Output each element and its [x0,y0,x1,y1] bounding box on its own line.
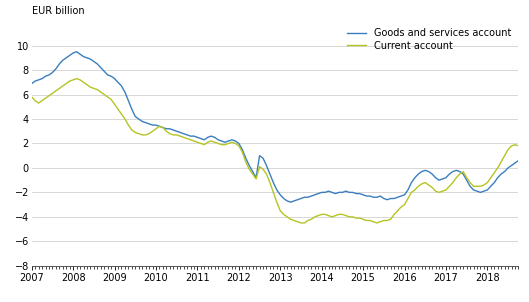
Goods and services account [184,133,190,137]
Goods and services account [29,82,35,85]
Current account [298,221,304,225]
Line: Goods and services account: Goods and services account [32,52,525,202]
Current account [432,189,439,193]
Text: EUR billion: EUR billion [32,6,84,16]
Goods and services account [74,50,80,53]
Current account [184,137,190,140]
Goods and services account [432,176,439,179]
Goods and services account [388,197,394,200]
Current account [388,217,394,221]
Goods and services account [287,200,294,204]
Current account [63,82,69,85]
Current account [74,77,80,80]
Line: Current account: Current account [32,79,525,223]
Goods and services account [63,56,69,59]
Goods and services account [522,154,528,158]
Current account [105,95,111,99]
Goods and services account [439,177,445,181]
Goods and services account [105,73,111,77]
Current account [29,95,35,99]
Legend: Goods and services account, Current account: Goods and services account, Current acco… [345,26,514,53]
Current account [439,189,445,193]
Current account [522,148,528,151]
